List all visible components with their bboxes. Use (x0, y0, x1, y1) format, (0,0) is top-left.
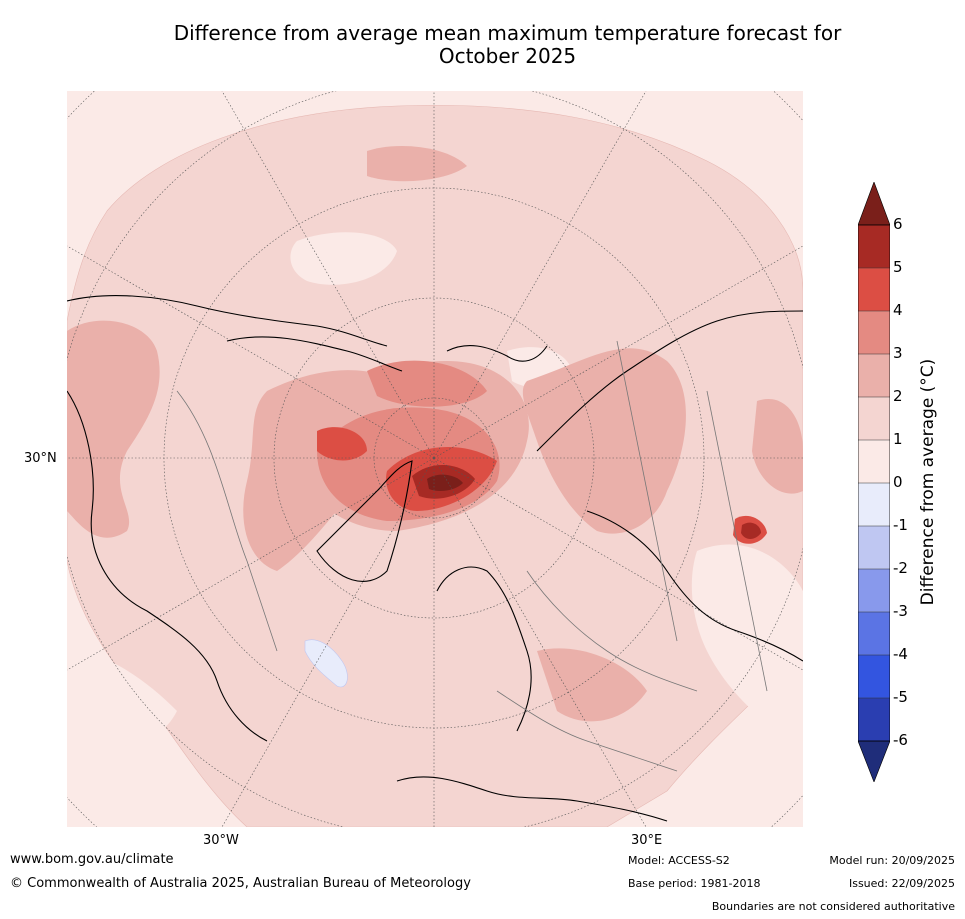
colorbar-bin-2-3 (858, 354, 890, 397)
lat-label-30n: 30°N (24, 451, 57, 466)
colorbar-tick: 5 (893, 258, 903, 276)
forecast-map[interactable] (67, 91, 803, 827)
lon-label-30w: 30°W (203, 833, 239, 848)
footer-issued: Issued: 22/09/2025 (848, 877, 955, 890)
colorbar-outline (858, 224, 890, 742)
anomaly-4-to-5-greenland (317, 427, 367, 461)
colorbar-bin-m4-m3 (858, 612, 890, 655)
colorbar-bin-m5-m4 (858, 655, 890, 698)
colorbar-tick: 1 (893, 430, 903, 448)
colorbar-tick: 4 (893, 301, 903, 319)
colorbar-tick: -1 (893, 516, 908, 534)
colorbar-bin-m2-m1 (858, 526, 890, 569)
footer-disclaimer: Boundaries are not considered authoritat… (711, 900, 955, 913)
anomaly-above-6 (427, 474, 463, 491)
title-line-2: October 2025 (438, 44, 577, 68)
colorbar-bin-m6-m5 (858, 698, 890, 741)
anomaly-2-to-3-north-america (67, 320, 160, 538)
anomaly-2-to-3-east-asia (752, 399, 803, 494)
colorbar-tick: -4 (893, 645, 908, 663)
colorbar-bin-3-4 (858, 311, 890, 354)
footer-copyright: © Commonwealth of Australia 2025, Austra… (10, 876, 471, 891)
colorbar-dividers (858, 267, 890, 699)
colorbar-bin-5-6 (858, 225, 890, 268)
footer-model-run: Model run: 20/09/2025 (829, 854, 955, 867)
anomaly-2-to-3-siberia (522, 348, 686, 534)
anomaly-2-to-3-middle-east (537, 648, 647, 722)
country-boundaries (176, 340, 768, 772)
anomaly-2-to-3-pacific (367, 146, 467, 182)
coastlines (67, 295, 803, 822)
colorbar-extend-high (858, 182, 890, 226)
colorbar-tick: 0 (893, 473, 903, 491)
colorbar-tick: 3 (893, 344, 903, 362)
colorbar-bin-0-1 (858, 440, 890, 483)
colorbar-tick: -6 (893, 731, 908, 749)
anomaly-5-to-6-asia (741, 522, 761, 539)
footer-website[interactable]: www.bom.gov.au/climate (10, 852, 174, 867)
colorbar-tick: -2 (893, 559, 908, 577)
colorbar (858, 182, 890, 782)
anomaly-minus-1-to-0-patch (304, 639, 348, 688)
colorbar-extend-low (858, 740, 890, 782)
colorbar-tick: -5 (893, 688, 908, 706)
colorbar-tick: 6 (893, 215, 903, 233)
footer-model: Model: ACCESS-S2 (628, 854, 730, 867)
colorbar-tick: -3 (893, 602, 908, 620)
colorbar-bin-m3-m2 (858, 569, 890, 612)
colorbar-tick: 2 (893, 387, 903, 405)
anomaly-0-to-1-patch (290, 232, 397, 285)
graticule (67, 91, 803, 827)
chart-title: Difference from average mean maximum tem… (60, 22, 955, 68)
colorbar-title: Difference from average (°C) (918, 358, 938, 606)
title-line-1: Difference from average mean maximum tem… (173, 21, 842, 45)
anomaly-0-to-1-patch-3 (691, 544, 803, 741)
footer-base-period: Base period: 1981-2018 (628, 877, 761, 890)
lon-label-30e: 30°E (631, 833, 663, 848)
colorbar-bin-4-5 (858, 268, 890, 311)
anomaly-0-to-1-patch-4 (67, 651, 177, 747)
map-canvas (67, 91, 803, 827)
colorbar-bin-1-2 (858, 397, 890, 440)
anomaly-3-to-4-north (367, 360, 487, 407)
colorbar-bin-m1-0 (858, 483, 890, 526)
